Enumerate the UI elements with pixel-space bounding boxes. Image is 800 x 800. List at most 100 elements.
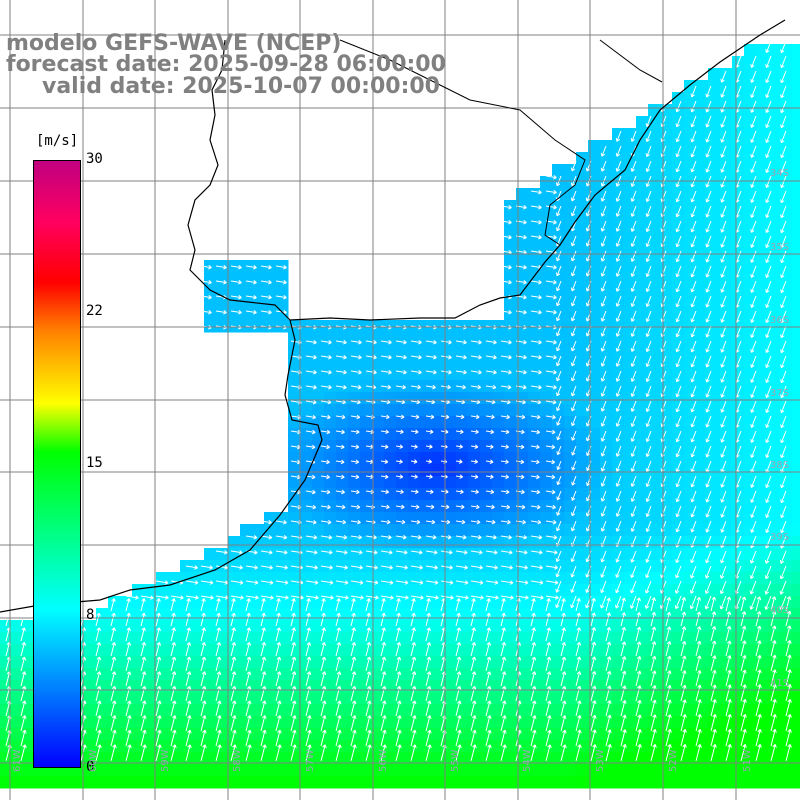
wind-arrow (440, 580, 454, 585)
wind-arrow (630, 445, 637, 457)
wind-arrow (600, 235, 607, 247)
wind-arrow (230, 656, 237, 672)
wind-arrow (485, 354, 497, 360)
wind-arrow (365, 612, 371, 627)
wind-arrow (395, 729, 402, 747)
wind-arrow (605, 656, 612, 672)
wind-arrow (689, 595, 697, 610)
wind-arrow (335, 474, 345, 480)
wind-arrow (500, 309, 512, 315)
wind-arrow (785, 596, 792, 612)
wind-arrow (260, 671, 267, 687)
wind-arrow (215, 671, 222, 687)
wind-arrow (705, 475, 712, 488)
wind-arrow (645, 565, 652, 579)
wind-arrow (695, 611, 702, 627)
wind-arrow (675, 340, 682, 353)
wind-arrow (440, 369, 452, 375)
lon-label: 60W (88, 749, 99, 772)
wind-arrow (705, 115, 712, 128)
wind-arrow (705, 370, 712, 383)
wind-arrow (780, 490, 787, 504)
wind-arrow (780, 265, 787, 279)
wind-arrow (320, 504, 331, 510)
wind-arrow (230, 671, 237, 687)
wind-arrow (485, 489, 495, 495)
wind-arrow (645, 415, 652, 428)
wind-arrow (690, 235, 697, 248)
wind-arrow (470, 642, 477, 657)
wind-arrow (305, 744, 312, 762)
wind-arrow (530, 204, 542, 210)
wind-arrow (545, 656, 552, 672)
wind-arrow (365, 700, 372, 717)
wind-arrow (560, 744, 567, 762)
wind-arrow (750, 400, 757, 413)
wind-arrow (720, 475, 727, 488)
wind-arrow (320, 729, 327, 747)
wind-arrow (530, 715, 537, 732)
wind-arrow (470, 459, 479, 464)
wind-arrow (320, 384, 332, 390)
wind-arrow (545, 189, 557, 195)
wind-arrow (704, 595, 712, 610)
wind-arrow (230, 580, 244, 585)
wind-arrow (110, 671, 117, 687)
wind-arrow (410, 429, 419, 434)
wind-arrow (720, 325, 727, 338)
wind-arrow (125, 671, 132, 687)
wind-arrow (740, 743, 747, 762)
wind-arrow (570, 310, 577, 322)
wind-arrow (95, 700, 102, 717)
wind-arrow (675, 280, 682, 293)
wind-arrow (305, 504, 317, 510)
wind-arrow (380, 474, 389, 479)
wind-arrow (485, 519, 496, 525)
wind-arrow (740, 611, 747, 627)
wind-arrow (590, 612, 596, 627)
wind-arrow (260, 595, 274, 600)
wind-arrow (645, 370, 652, 383)
wind-arrow (750, 100, 757, 113)
wind-arrow (530, 685, 537, 702)
wind-arrow (720, 145, 727, 158)
wind-arrow (155, 612, 161, 627)
wind-arrow (615, 565, 622, 578)
wind-arrow (630, 310, 637, 322)
wind-arrow (725, 669, 732, 687)
wind-arrow (545, 715, 552, 732)
wind-arrow (645, 280, 652, 293)
wind-arrow (675, 325, 682, 338)
wind-arrow (380, 656, 387, 672)
wind-arrow (570, 565, 577, 578)
wind-arrow (615, 160, 622, 172)
wind-arrow (305, 612, 311, 627)
wind-arrow (615, 445, 622, 457)
wind-arrow (690, 175, 697, 188)
wind-arrow (630, 385, 637, 397)
wind-arrow (260, 715, 267, 732)
wind-arrow (20, 671, 27, 687)
wind-arrow (750, 475, 757, 488)
wind-arrow (425, 729, 432, 747)
wind-arrow (290, 642, 297, 657)
wind-arrow (410, 414, 420, 420)
wind-arrow (555, 355, 562, 367)
wind-arrow (410, 685, 417, 702)
wind-arrow (425, 474, 433, 479)
wind-arrow (630, 235, 637, 247)
wind-arrow (290, 671, 297, 687)
wind-arrow (350, 656, 357, 672)
wind-arrow (20, 656, 27, 672)
wind-arrow (365, 534, 377, 540)
wind-arrow (20, 642, 27, 657)
wind-arrow (185, 580, 199, 585)
wind-arrow (485, 595, 499, 600)
wind-arrow (545, 474, 556, 480)
wind-arrow (770, 728, 777, 747)
wind-arrow (555, 265, 562, 277)
wind-arrow (395, 671, 402, 687)
wind-arrow (690, 550, 697, 564)
wind-arrow (590, 627, 597, 642)
wind-arrow (695, 713, 702, 732)
